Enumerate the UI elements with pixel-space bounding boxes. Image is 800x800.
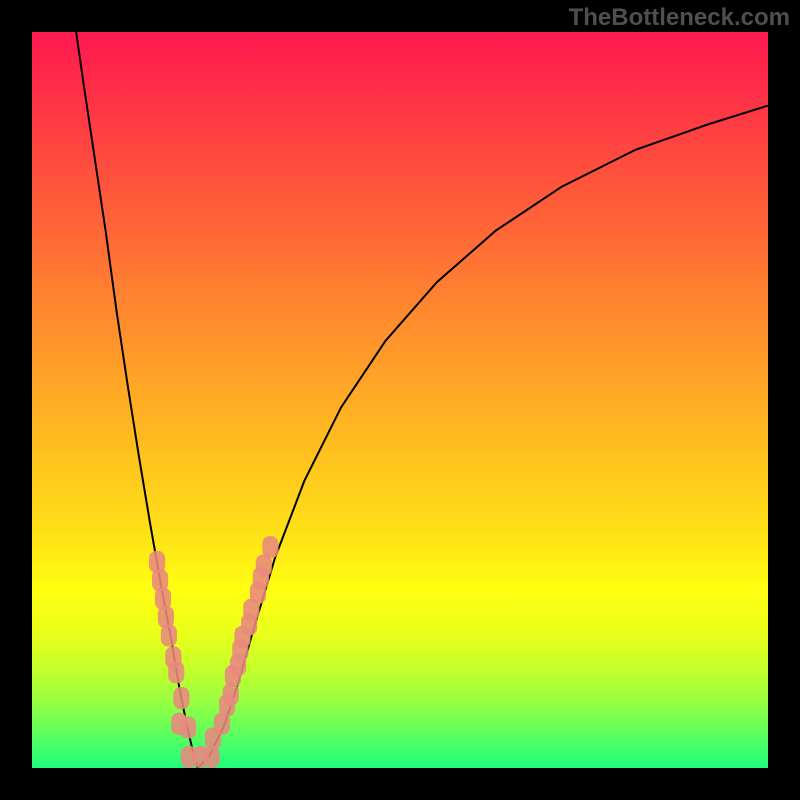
marker-group bbox=[149, 536, 279, 768]
chart-svg-overlay bbox=[32, 32, 768, 768]
plot-area bbox=[32, 32, 768, 768]
scatter-marker bbox=[168, 661, 184, 683]
scatter-marker bbox=[262, 536, 278, 558]
scatter-marker bbox=[180, 716, 196, 738]
scatter-marker bbox=[161, 624, 177, 646]
scatter-marker bbox=[173, 687, 189, 709]
curve-right-branch bbox=[198, 106, 768, 768]
chart-container: TheBottleneck.com bbox=[0, 0, 800, 800]
watermark-text: TheBottleneck.com bbox=[569, 4, 790, 32]
scatter-marker bbox=[181, 746, 197, 768]
